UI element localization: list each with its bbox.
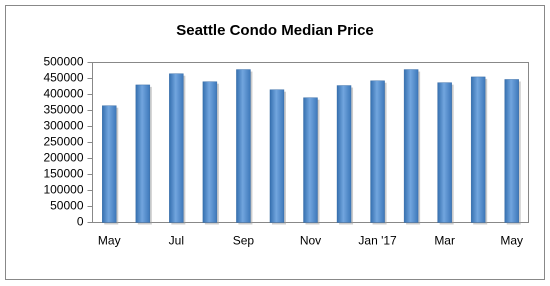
y-tick-label: 0 [77,215,84,229]
y-tick-label: 200000 [43,151,83,165]
bar-shine [135,84,151,223]
x-tick-label: May [500,234,523,248]
y-tick-label: 350000 [43,103,83,117]
x-tick-label: Jul [169,234,184,248]
y-tick-label: 50000 [50,199,84,213]
chart-title: Seattle Condo Median Price [176,22,374,39]
bar-shine [169,73,184,223]
x-tick-label: Sep [233,234,255,248]
bar-shine [336,85,352,223]
y-tick-label: 300000 [43,119,83,133]
y-tick-label: 400000 [43,87,83,101]
bar-shine [202,81,218,223]
bar-shine [303,97,318,223]
x-tick-label: Jan '17 [358,234,397,248]
x-tick-label: May [98,234,121,248]
x-tick-label: Mar [434,234,455,248]
y-tick-label: 250000 [43,135,83,149]
y-tick-label: 100000 [43,183,83,197]
bar-shine [403,69,419,223]
y-tick-label: 150000 [43,167,83,181]
y-tick-label: 500000 [43,55,83,69]
x-tick-label: Nov [300,234,321,248]
bar-shine [437,82,452,223]
bar-shine [102,105,117,223]
bar-shine [370,80,385,223]
bar-shine [269,89,285,223]
y-tick-label: 450000 [43,71,83,85]
bar-shine [470,76,486,223]
bar-shine [236,69,251,223]
bar-shine [504,79,519,223]
